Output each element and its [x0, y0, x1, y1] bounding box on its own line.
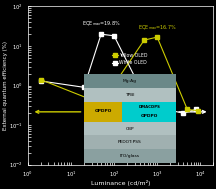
Y-axis label: External quantum efficiency (%): External quantum efficiency (%) — [3, 41, 8, 130]
Legend: Yellow OLED, White OLED: Yellow OLED, White OLED — [112, 53, 148, 65]
Text: EQE$_{max}$=19.8%: EQE$_{max}$=19.8% — [82, 19, 121, 28]
Text: EQE$_{max}$=16.7%: EQE$_{max}$=16.7% — [138, 24, 176, 32]
X-axis label: Luminance (cd/m²): Luminance (cd/m²) — [91, 180, 150, 186]
